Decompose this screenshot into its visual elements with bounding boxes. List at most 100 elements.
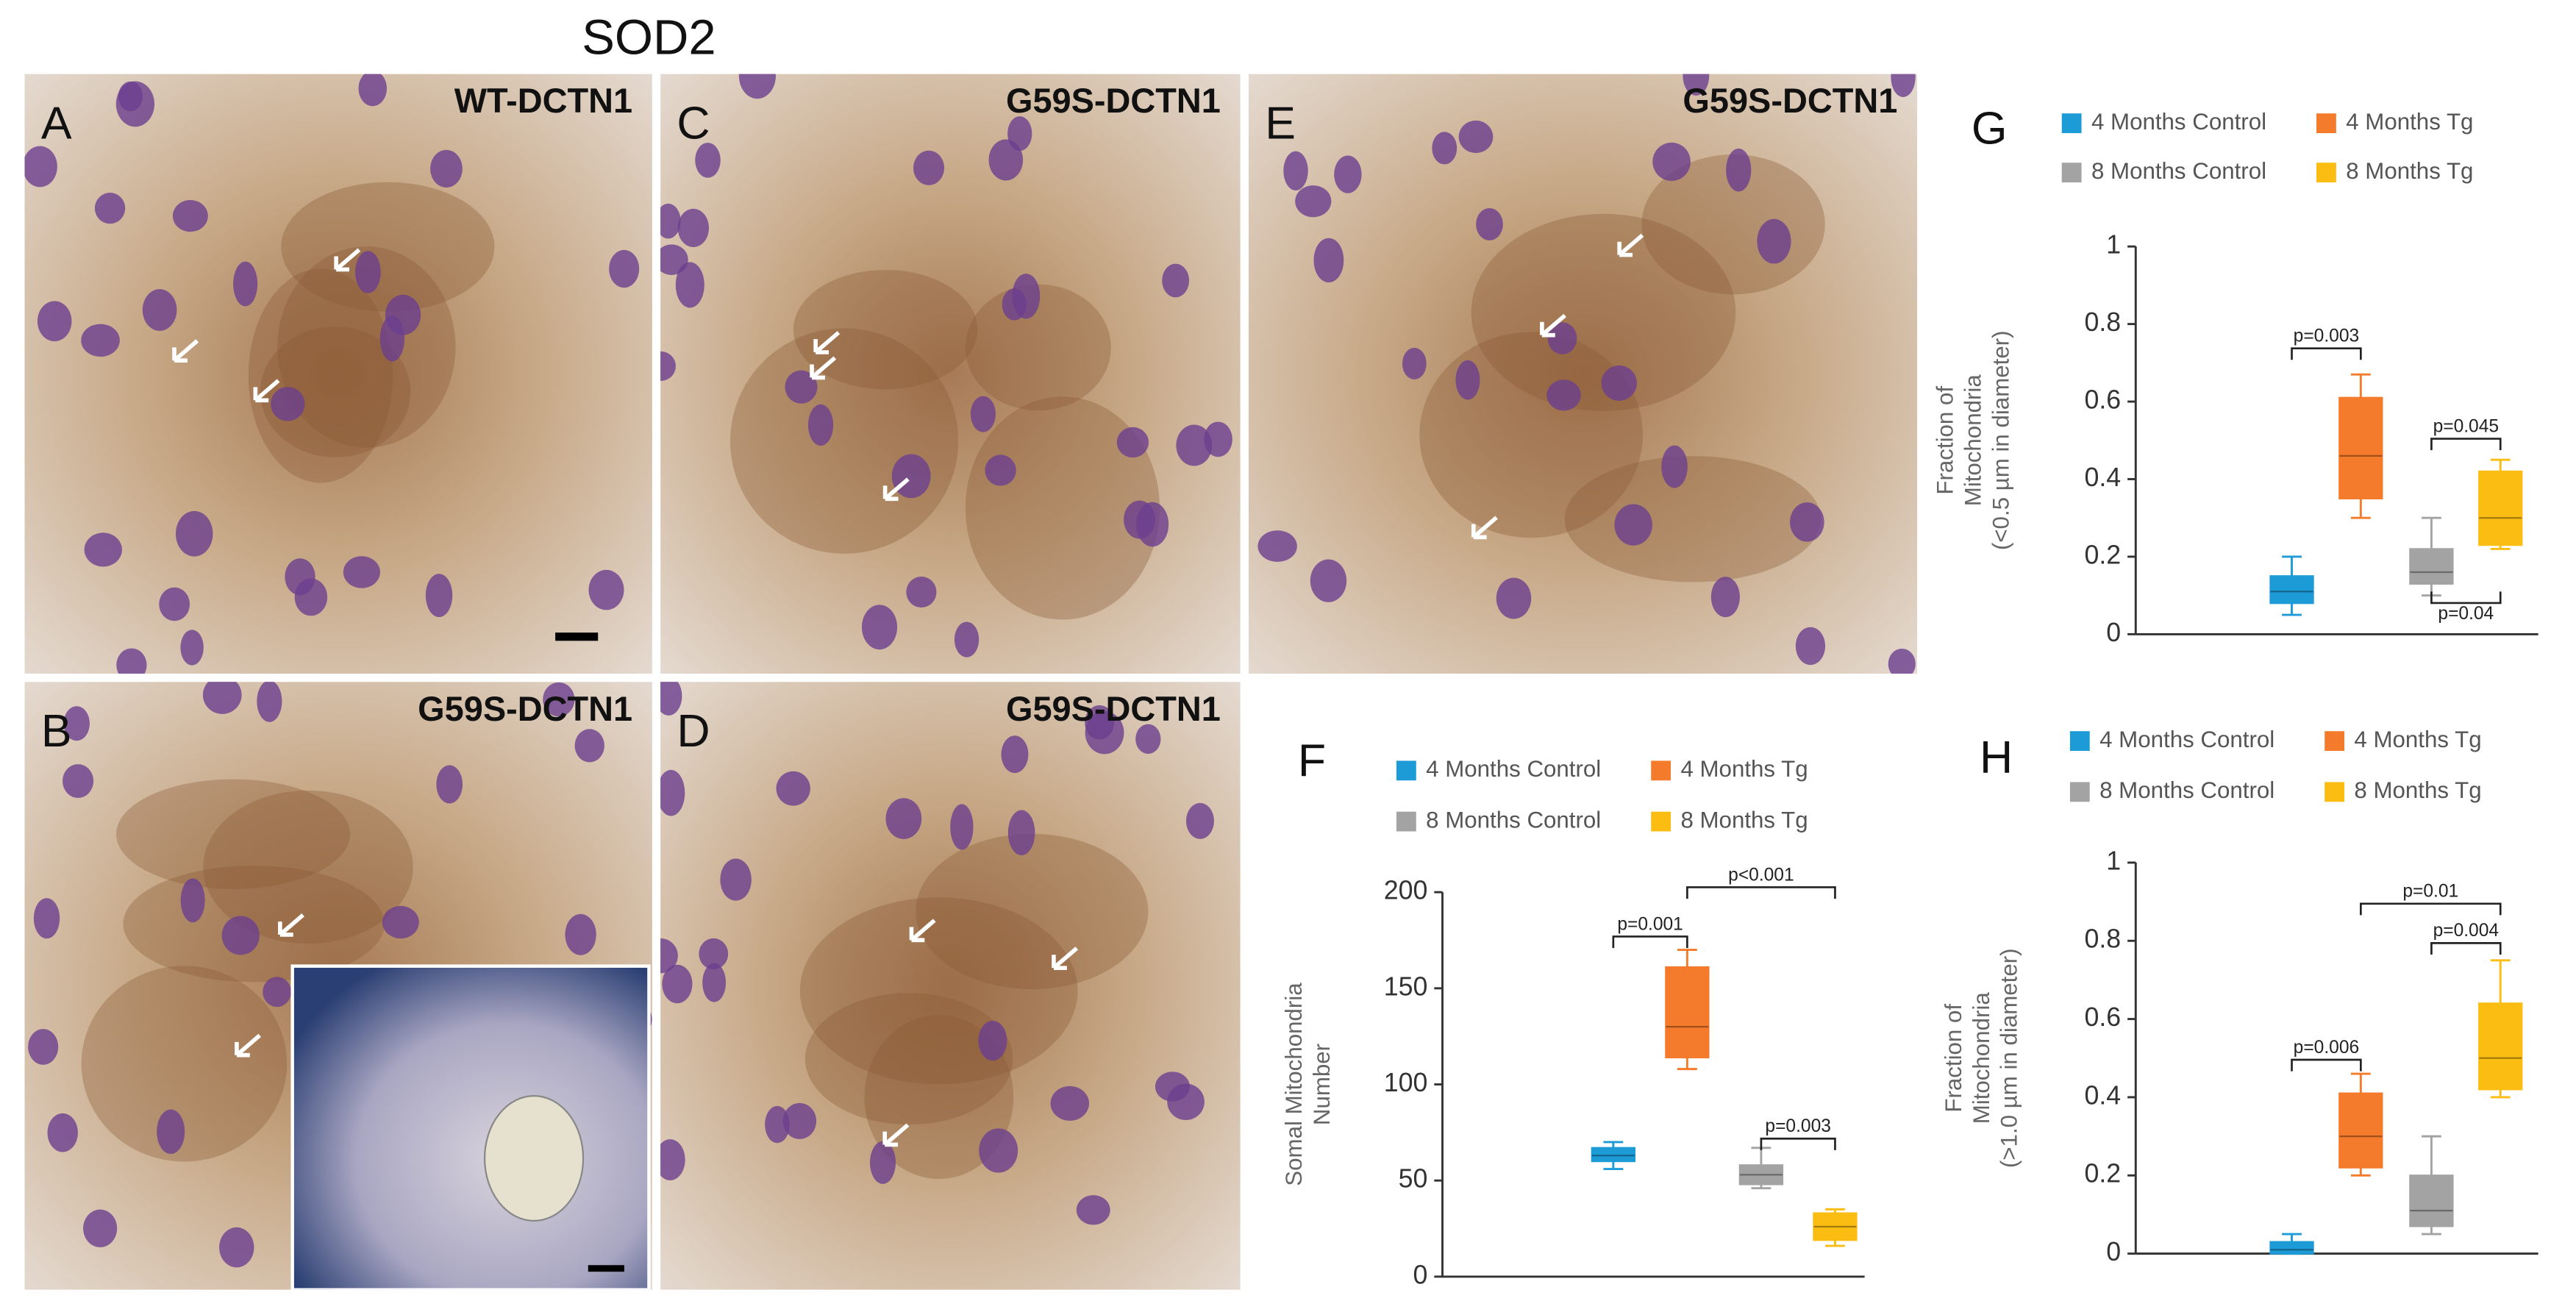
nucleus xyxy=(1790,502,1824,542)
nucleus xyxy=(1135,724,1161,755)
nucleus xyxy=(913,150,945,185)
nucleus xyxy=(660,244,688,276)
arrow-head xyxy=(810,364,825,380)
p-value: p=0.01 xyxy=(2402,882,2458,902)
nucleus xyxy=(358,74,388,107)
panel-letter: E xyxy=(1265,98,1296,149)
nucleus xyxy=(782,1102,817,1139)
cell-body xyxy=(965,396,1160,620)
nucleus xyxy=(1432,132,1458,165)
nucleus xyxy=(172,200,208,232)
arrow-head xyxy=(882,1131,899,1147)
y-tick-label: 0.2 xyxy=(2084,1159,2121,1188)
legend-swatch xyxy=(2325,731,2344,752)
arrow-head xyxy=(813,339,829,354)
arrow-head xyxy=(278,921,293,937)
nucleus xyxy=(37,301,72,342)
nucleus xyxy=(24,146,57,188)
box xyxy=(2478,470,2523,546)
y-tick-label: 1 xyxy=(2106,846,2121,875)
y-tick-label: 200 xyxy=(1384,876,1428,905)
box xyxy=(2338,1092,2383,1169)
nucleus xyxy=(202,682,242,714)
micrograph xyxy=(24,682,652,1290)
arrow xyxy=(883,1123,910,1147)
nucleus xyxy=(588,569,624,610)
nucleus xyxy=(157,1109,185,1155)
y-axis-label: (>1.0 µm in diameter) xyxy=(1997,948,2022,1168)
nucleus xyxy=(180,878,205,923)
p-value: p=0.004 xyxy=(2433,921,2499,941)
nucleus xyxy=(379,315,405,362)
nucleus xyxy=(271,387,305,421)
legend-swatch xyxy=(2316,113,2336,134)
nucleus xyxy=(695,143,721,178)
nucleus xyxy=(1204,421,1232,457)
nucleus xyxy=(660,351,676,381)
cell-body xyxy=(916,833,1149,990)
significance-bracket xyxy=(1686,886,1836,899)
significance-bracket xyxy=(2359,902,2502,916)
nucleus xyxy=(950,804,974,850)
nucleus xyxy=(1162,263,1190,298)
micrograph xyxy=(660,682,1241,1290)
legend-swatch xyxy=(1651,760,1671,781)
nucleus xyxy=(63,706,90,741)
nucleus xyxy=(425,574,453,618)
p-value: p=0.045 xyxy=(2433,416,2499,436)
nucleus xyxy=(869,1141,896,1184)
micrograph xyxy=(660,74,1241,674)
box xyxy=(2269,575,2314,605)
nucleus xyxy=(1601,365,1637,401)
nucleus xyxy=(906,576,937,608)
y-tick-label: 0.4 xyxy=(2084,463,2121,492)
nucleus xyxy=(83,1209,118,1247)
nucleus xyxy=(1402,347,1427,379)
y-tick-label: 0 xyxy=(2106,618,2121,647)
micrograph xyxy=(24,74,652,674)
scale-bar xyxy=(588,1265,624,1272)
p-value: p=0.001 xyxy=(1617,914,1683,934)
panel-letter: A xyxy=(41,98,72,149)
box xyxy=(2409,548,2454,585)
nucleus xyxy=(382,905,419,939)
nucleus xyxy=(1455,360,1480,400)
arrow xyxy=(1052,946,1079,970)
nucleus xyxy=(660,682,682,716)
nucleus xyxy=(891,454,931,499)
nucleus xyxy=(1710,577,1740,618)
nucleus xyxy=(84,532,122,567)
legend-label: 4 Months Tg xyxy=(2354,727,2481,752)
cell-body xyxy=(281,182,495,312)
nucleus xyxy=(294,578,328,616)
box xyxy=(2478,1002,2523,1091)
p-value: p=0.003 xyxy=(2294,327,2359,346)
legend-swatch xyxy=(1651,811,1671,832)
y-tick-label: 0.6 xyxy=(2084,385,2121,414)
cell-body xyxy=(1471,213,1736,411)
box xyxy=(2269,1241,2314,1255)
p-value: p<0.001 xyxy=(1728,865,1794,885)
p-value: p=0.04 xyxy=(2438,604,2494,624)
legend-label: 8 Months Tg xyxy=(1680,807,1808,833)
scale-bar xyxy=(555,632,599,641)
nucleus xyxy=(565,913,596,955)
cell-body xyxy=(81,966,288,1162)
y-tick-label: 0.6 xyxy=(2084,1002,2121,1032)
legend-label: 8 Months Control xyxy=(2091,158,2266,184)
significance-bracket xyxy=(1612,935,1688,949)
panel-letter: B xyxy=(41,705,72,757)
chart-letter: H xyxy=(1980,732,2013,783)
cell-body xyxy=(116,779,351,889)
box xyxy=(1813,1212,1858,1241)
nucleus xyxy=(1652,142,1691,182)
legend-swatch xyxy=(2061,113,2082,134)
nucleus xyxy=(28,1029,59,1065)
nucleus xyxy=(979,1128,1018,1173)
nucleus xyxy=(1546,379,1581,411)
legend-swatch xyxy=(2069,782,2090,802)
nucleus xyxy=(660,203,681,239)
arrow-head xyxy=(882,485,899,502)
nucleus xyxy=(219,1227,254,1268)
